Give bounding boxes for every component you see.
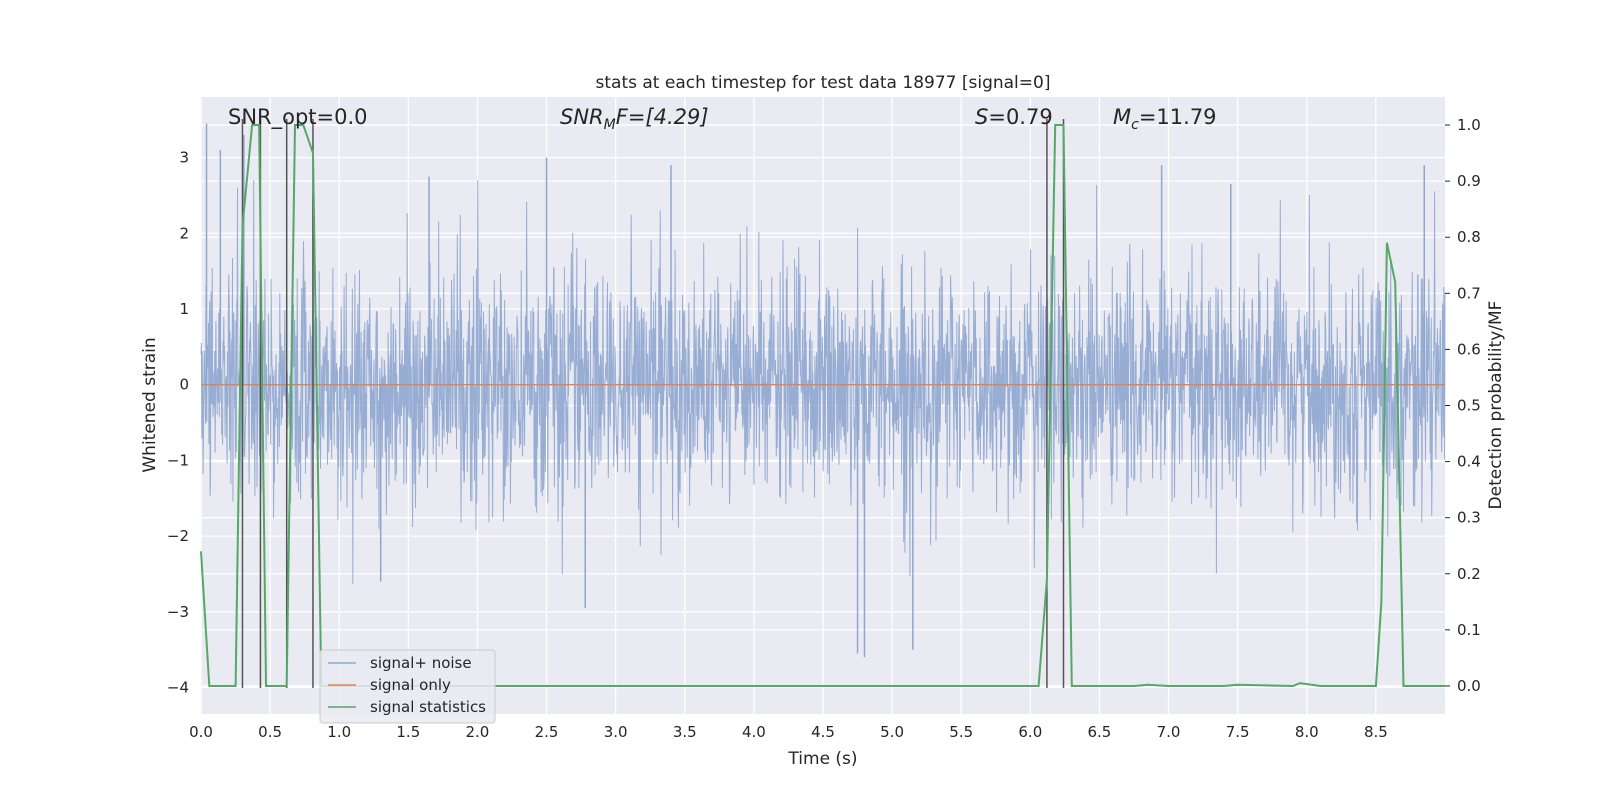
x-tick-label: 8.5	[1364, 723, 1388, 741]
y2-axis-ticks: 0.0 0.1 0.2 0.3 0.4 0.5 0.6 0.7 0.8 0.9 1.0	[1445, 116, 1481, 695]
x-tick-label: 6.5	[1088, 723, 1112, 741]
legend-label-signal-statistics: signal statistics	[370, 698, 486, 716]
x-tick-label: 3.5	[673, 723, 697, 741]
y-tick-label: −3	[167, 603, 189, 621]
y-tick-label: 1	[179, 300, 189, 318]
y2-tick-label: 0.1	[1457, 621, 1481, 639]
y2-tick-label: 0.7	[1457, 284, 1481, 302]
y-axis-label: Whitened strain	[140, 337, 160, 472]
y2-tick-label: 0.8	[1457, 228, 1481, 246]
series-signal-statistics	[200, 124, 1445, 688]
y2-tick-label: 0.9	[1457, 172, 1481, 190]
x-tick-label: 5.0	[880, 723, 904, 741]
annotation-snr-mf: SNRMF=[4.29]	[560, 105, 709, 133]
x-tick-label: 4.5	[811, 723, 835, 741]
y2-tick-label: 0.0	[1457, 677, 1481, 695]
noise-trace	[200, 180, 1446, 584]
annotation-mc: Mc=11.79	[1113, 105, 1217, 133]
y2-tick-label: 0.5	[1457, 397, 1481, 415]
y-tick-label: 3	[179, 149, 189, 167]
x-tick-label: 2.0	[466, 723, 490, 741]
x-tick-label: 6.0	[1018, 723, 1042, 741]
x-axis-ticks: 0.0 0.5 1.0 1.5 2.0 2.5 3.0 3.5 4.0 4.5 5.0 5.5 6.0 6…	[189, 723, 1388, 741]
x-tick-label: 0.5	[258, 723, 282, 741]
x-axis-label: Time (s)	[787, 749, 857, 769]
y2-axis-label: Detection probability/MF	[1486, 301, 1506, 510]
x-tick-label: 7.5	[1226, 723, 1250, 741]
legend-label-signal-noise: signal+ noise	[370, 654, 472, 672]
y2-tick-label: 0.2	[1457, 565, 1481, 583]
y-axis-ticks: −4 −3 −2 −1 0 1 2 3	[167, 149, 189, 697]
annotation-snr-opt: SNR_opt=0.0	[228, 105, 368, 130]
x-tick-label: 2.5	[535, 723, 559, 741]
x-tick-label: 3.0	[604, 723, 628, 741]
x-tick-label: 1.5	[396, 723, 420, 741]
y-tick-label: 2	[179, 224, 189, 242]
x-tick-label: 0.0	[189, 723, 213, 741]
y2-tick-label: 0.6	[1457, 340, 1481, 358]
signal-statistics-line	[200, 124, 1445, 688]
y-tick-label: 0	[179, 376, 189, 394]
chart-title: stats at each timestep for test data 189…	[596, 73, 1051, 93]
y-tick-label: −1	[167, 451, 189, 469]
x-tick-label: 5.5	[949, 723, 973, 741]
annotation-s: S=0.79	[975, 105, 1053, 129]
x-tick-label: 1.0	[327, 723, 351, 741]
x-tick-label: 7.0	[1157, 723, 1181, 741]
legend-label-signal-only: signal only	[370, 676, 451, 694]
legend-box	[319, 649, 496, 724]
x-tick-label: 4.0	[742, 723, 766, 741]
y2-tick-label: 0.4	[1457, 453, 1481, 471]
y-tick-label: −2	[167, 527, 189, 545]
legend: signal+ noise signal only signal statist…	[319, 649, 496, 724]
y-tick-label: −4	[167, 679, 189, 697]
x-tick-label: 8.0	[1295, 723, 1319, 741]
y2-tick-label: 0.3	[1457, 509, 1481, 527]
y2-tick-label: 1.0	[1457, 116, 1481, 134]
